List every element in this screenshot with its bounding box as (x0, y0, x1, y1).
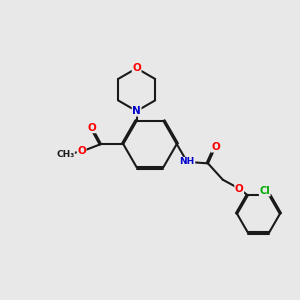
Text: O: O (77, 146, 86, 157)
Text: O: O (132, 63, 141, 73)
Text: N: N (132, 106, 141, 116)
Text: O: O (211, 142, 220, 152)
Text: O: O (235, 184, 244, 194)
Text: Cl: Cl (260, 186, 270, 196)
Text: O: O (88, 123, 96, 133)
Text: CH₃: CH₃ (56, 150, 74, 159)
Text: NH: NH (179, 158, 195, 166)
